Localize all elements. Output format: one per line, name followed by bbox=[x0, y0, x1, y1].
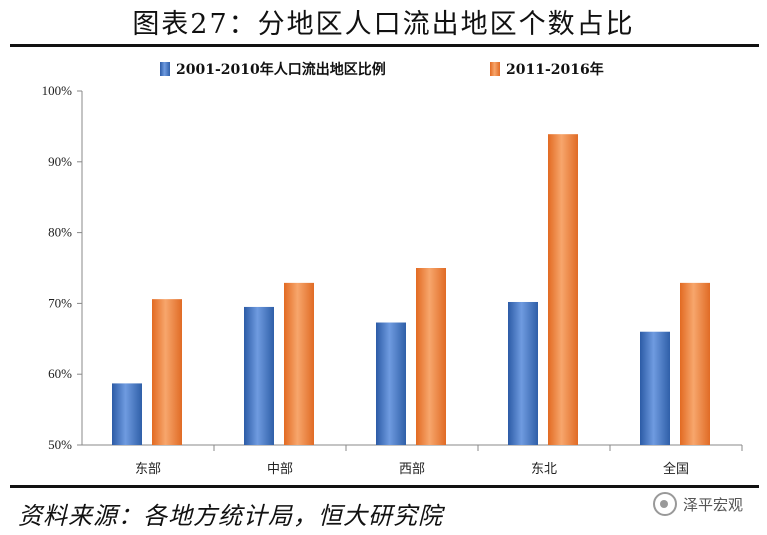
y-tick-label: 100% bbox=[42, 83, 73, 98]
y-tick-label: 80% bbox=[48, 225, 72, 240]
source-note: 资料来源：各地方统计局，恒大研究院 bbox=[18, 502, 443, 530]
bar-series1 bbox=[244, 306, 274, 445]
x-tick-label: 全国 bbox=[663, 461, 689, 477]
watermark: 泽平宏观 bbox=[652, 492, 743, 516]
bar-series1 bbox=[640, 331, 670, 445]
bar-series2 bbox=[548, 134, 578, 446]
x-tick-label: 东北 bbox=[531, 462, 557, 477]
bar-series1 bbox=[508, 301, 538, 445]
x-tick-label: 东部 bbox=[135, 462, 161, 477]
y-tick-label: 90% bbox=[48, 154, 72, 169]
x-tick-label: 西部 bbox=[399, 462, 425, 477]
top-rule bbox=[10, 44, 759, 47]
legend-swatch-series2 bbox=[490, 62, 500, 76]
bottom-rule bbox=[10, 485, 759, 488]
bar-series2 bbox=[680, 282, 710, 445]
wechat-icon bbox=[652, 492, 677, 516]
bar-series1 bbox=[376, 322, 406, 445]
bar-series2 bbox=[416, 268, 446, 445]
y-tick-label: 60% bbox=[48, 366, 72, 381]
bar-chart: 50% 60% 70% 80% 90% 100% 东部 中部 西部 东北 全国 2001-2010年人… bbox=[42, 61, 743, 477]
bar-series1 bbox=[112, 383, 142, 445]
y-tick-label: 50% bbox=[48, 437, 72, 452]
y-tick-label: 70% bbox=[48, 295, 72, 310]
bar-series2 bbox=[152, 299, 182, 445]
legend-label-series2: 2011-2016年 bbox=[506, 61, 604, 78]
watermark-text: 泽平宏观 bbox=[682, 495, 743, 514]
legend-label-series1: 2001-2010年人口流出地区比例 bbox=[176, 61, 386, 78]
x-tick-label: 中部 bbox=[267, 462, 293, 477]
legend-swatch-series1 bbox=[160, 62, 170, 76]
bar-series2 bbox=[284, 282, 314, 445]
chart-title: 图表27：分地区人口流出地区个数占比 bbox=[132, 9, 635, 40]
